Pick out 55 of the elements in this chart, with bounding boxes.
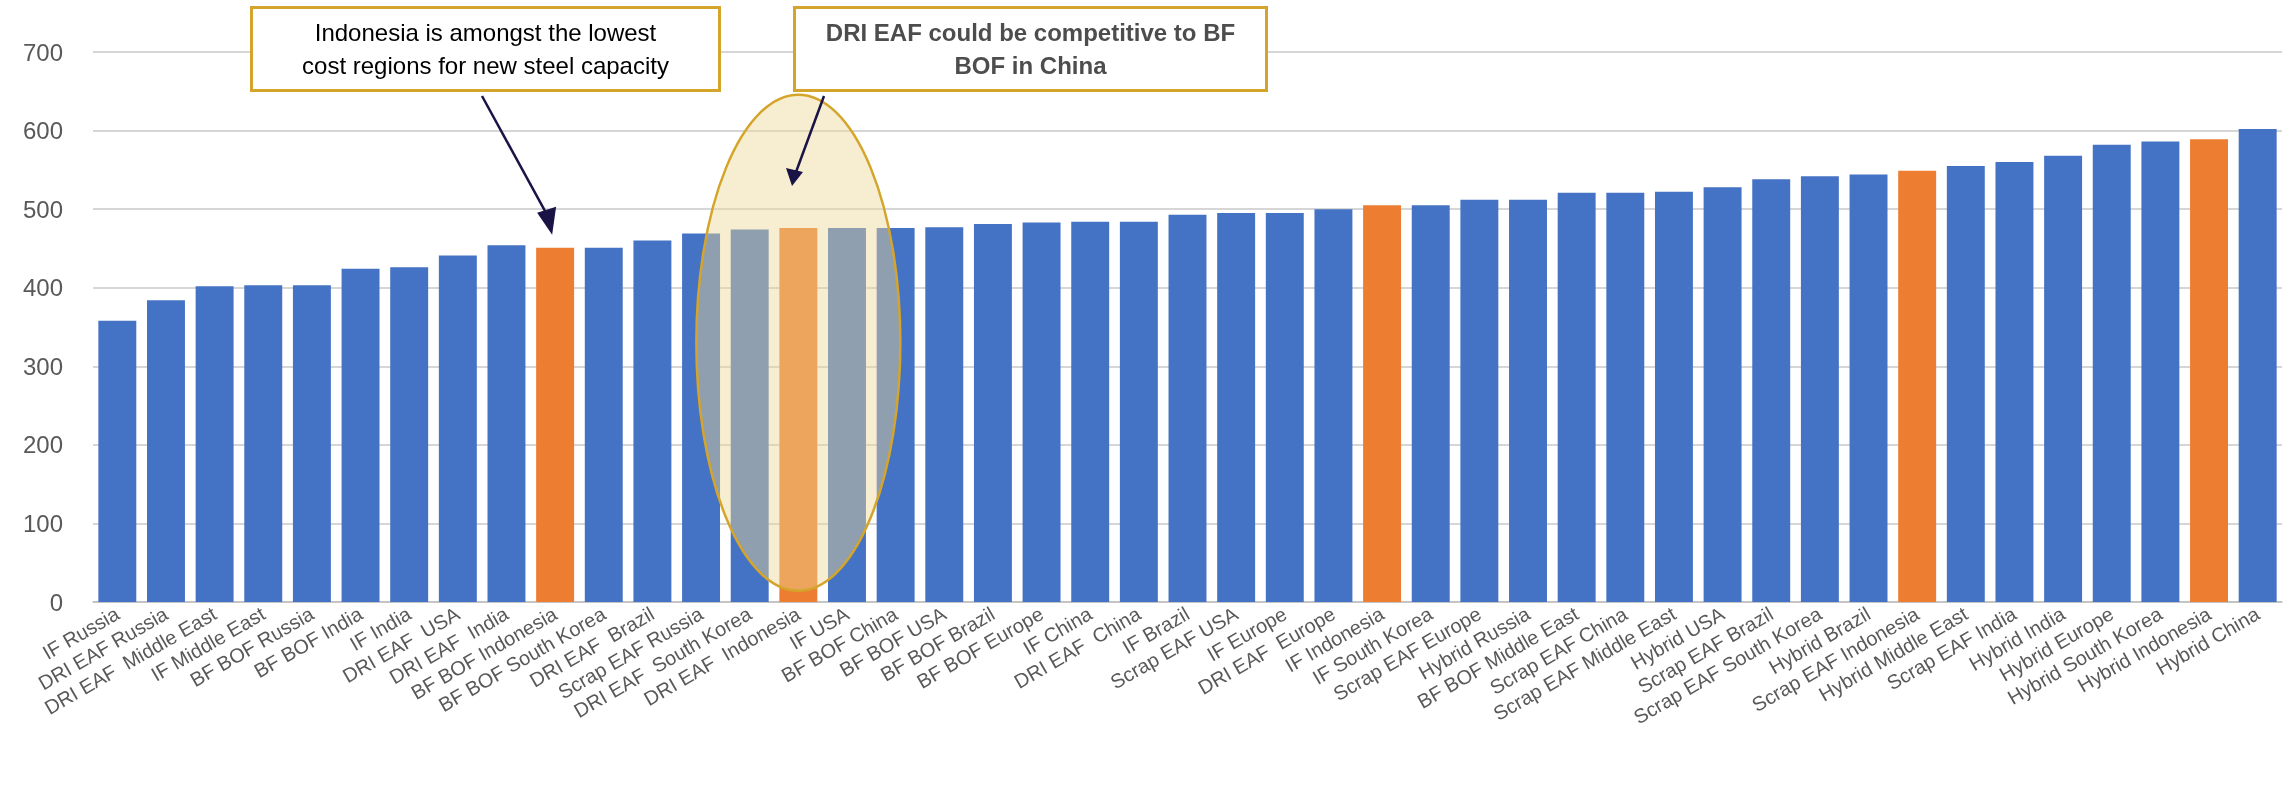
bar — [195, 286, 234, 602]
bar — [2141, 141, 2180, 602]
bar — [973, 224, 1012, 602]
y-tick-label: 100 — [22, 509, 63, 537]
bar — [2092, 144, 2131, 602]
bar — [1265, 213, 1304, 602]
bar — [1314, 209, 1353, 602]
y-tick-label: 400 — [22, 274, 63, 302]
bar — [828, 228, 866, 602]
bar — [1460, 199, 1499, 602]
bar — [876, 228, 915, 602]
bar — [487, 245, 526, 602]
callout-box: Indonesia is amongst the lowest cost regions for new steel capacity — [250, 6, 721, 92]
bar — [98, 320, 137, 602]
callout-box: DRI EAF could be competitive to BF BOF in China — [793, 6, 1268, 92]
y-tick-label: 600 — [22, 117, 63, 145]
bar — [2238, 129, 2277, 602]
bar — [536, 247, 575, 602]
bar — [2044, 155, 2083, 602]
bar — [1703, 187, 1742, 602]
y-tick-label: 0 — [49, 588, 63, 616]
bar — [682, 233, 721, 602]
bar — [1849, 174, 1888, 602]
y-tick-label: 300 — [22, 352, 63, 380]
bar — [341, 268, 380, 602]
bar — [1557, 192, 1596, 602]
bar — [1119, 221, 1158, 602]
bar — [1946, 165, 1985, 602]
bar — [1509, 199, 1547, 602]
bar — [1654, 191, 1693, 602]
bar — [2190, 139, 2228, 602]
bar — [1898, 170, 1937, 602]
bar — [779, 228, 818, 602]
bar — [147, 300, 185, 602]
bar — [1411, 205, 1450, 602]
bar — [1606, 192, 1645, 602]
bar — [584, 247, 623, 602]
bar — [438, 255, 477, 602]
bar — [244, 285, 283, 602]
bar — [1363, 205, 1402, 602]
y-tick-label: 500 — [22, 195, 63, 223]
bar — [730, 229, 769, 602]
bar — [1995, 162, 2034, 602]
y-tick-label: 700 — [22, 38, 63, 66]
bar — [292, 285, 331, 602]
y-tick-label: 200 — [22, 431, 63, 459]
bar — [1022, 222, 1061, 602]
bar — [1752, 179, 1791, 602]
bar — [1168, 214, 1207, 602]
bar — [925, 227, 964, 602]
bar — [1800, 176, 1839, 602]
bar — [1217, 213, 1256, 602]
bar — [1071, 221, 1110, 602]
bar — [390, 267, 429, 602]
bar — [633, 240, 672, 602]
